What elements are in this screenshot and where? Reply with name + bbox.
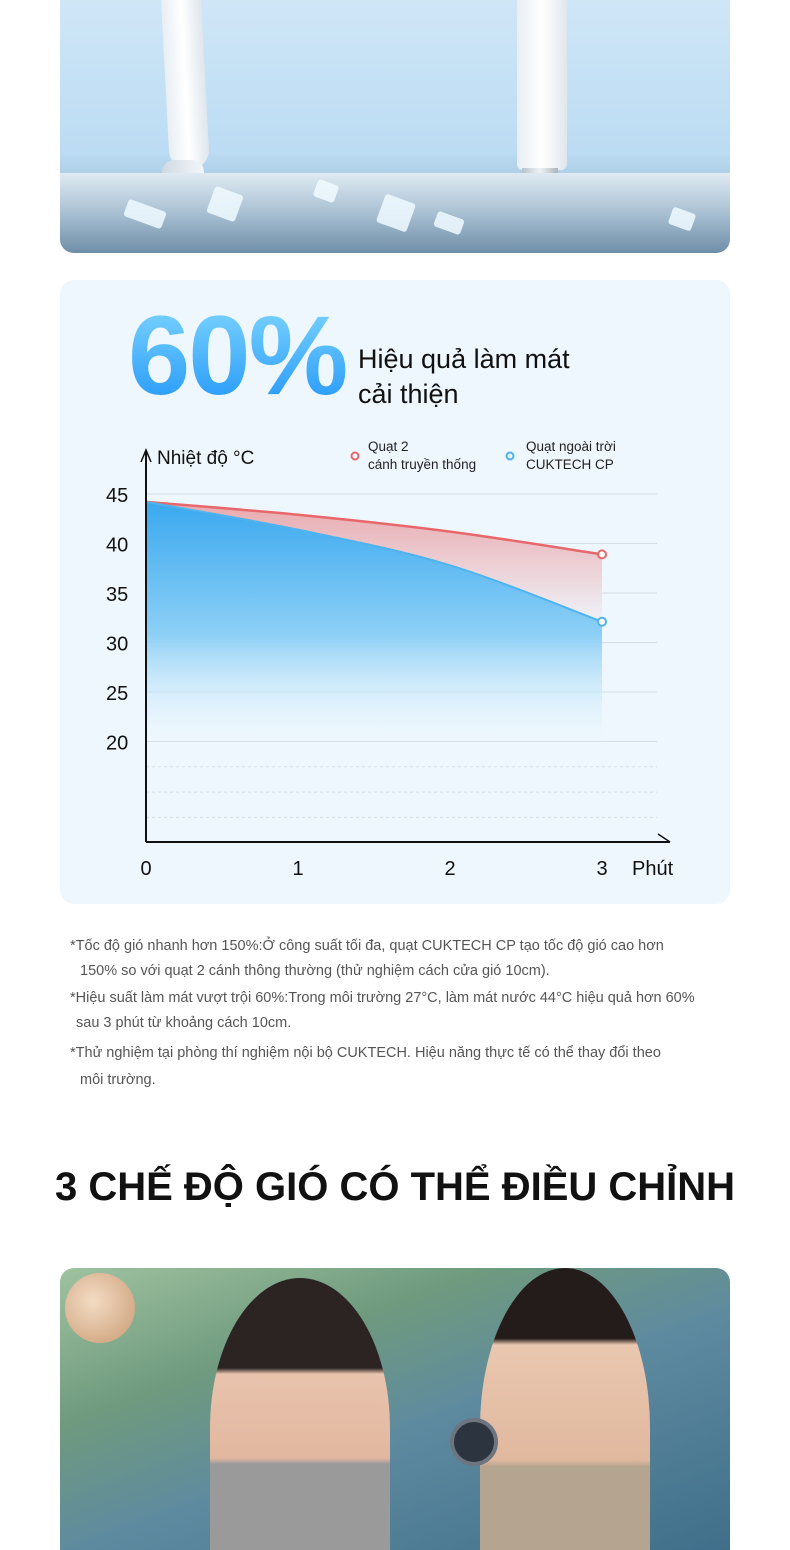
area-difference <box>146 501 602 622</box>
headline-line2: cải thiện <box>358 379 459 409</box>
area-cuktech <box>146 501 602 742</box>
footnote-lab-test: *Thử nghiệm tại phòng thí nghiệm nội bộ … <box>70 1040 730 1094</box>
footnote-line: *Thử nghiệm tại phòng thí nghiệm nội bộ … <box>70 1045 661 1061</box>
x-tick-label: 0 <box>140 858 151 880</box>
footnote-cooling: *Hiệu suất làm mát vượt trội 60%:Trong m… <box>70 986 730 1036</box>
footnote-line: sau 3 phút từ khoảng cách 10cm. <box>76 1015 292 1031</box>
legend: Quạt 2 cánh truyền thống Quạt ngoài trời… <box>350 439 616 472</box>
series-line-traditional <box>145 500 603 556</box>
legend-cuktech-line1: Quạt ngoài trời <box>526 439 616 454</box>
legend-traditional-line2: cánh truyền thống <box>368 457 476 472</box>
y-axis-label: Nhiệt độ °C <box>157 448 254 469</box>
footnote-wind-speed: *Tốc độ gió nhanh hơn 150%:Ở công suất t… <box>70 934 730 984</box>
headline-text: Hiệu quả làm mát cải thiện <box>358 342 570 412</box>
lifestyle-photo-couple-with-fans <box>60 1268 730 1550</box>
y-tick-label: 45 <box>106 485 128 507</box>
data-point-traditional <box>597 549 607 560</box>
footnote-line: *Hiệu suất làm mát vượt trội 60%:Trong m… <box>70 990 695 1006</box>
footnote-line: 150% so với quạt 2 cánh thông thường (th… <box>80 963 550 979</box>
footnote-line: môi trường. <box>80 1072 156 1088</box>
legend-marker-traditional <box>350 451 360 461</box>
legend-cuktech-line2: CUKTECH CP <box>526 457 614 472</box>
x-axis-arrow <box>657 833 671 843</box>
x-tick-label: 1 <box>292 858 303 880</box>
headline-percent: 60% <box>128 293 348 418</box>
legend-marker-cuktech <box>505 451 515 461</box>
series-line-cuktech <box>145 500 603 623</box>
x-axis-label: Phút <box>632 858 674 880</box>
y-tick-label: 40 <box>106 535 128 557</box>
headline-line1: Hiệu quả làm mát <box>358 344 570 374</box>
x-tick-label: 2 <box>444 858 455 880</box>
product-image-fan-on-ice <box>60 0 730 253</box>
temperature-chart: Nhiệt độ °C Phút Quạt 2 cánh truyền thốn… <box>106 439 674 880</box>
x-tick-label: 3 <box>596 858 607 880</box>
y-tick-label: 25 <box>106 683 128 705</box>
section-title: 3 CHẾ ĐỘ GIÓ CÓ THỂ ĐIỀU CHỈNH <box>54 1165 736 1209</box>
data-point-cuktech <box>597 616 607 627</box>
y-tick-label: 30 <box>106 634 128 656</box>
y-tick-label: 20 <box>106 733 128 755</box>
y-axis-arrow <box>140 448 152 463</box>
y-tick-label: 35 <box>106 584 128 606</box>
legend-traditional-line1: Quạt 2 <box>368 439 409 454</box>
footnote-line: *Tốc độ gió nhanh hơn 150%:Ở công suất t… <box>70 938 664 954</box>
